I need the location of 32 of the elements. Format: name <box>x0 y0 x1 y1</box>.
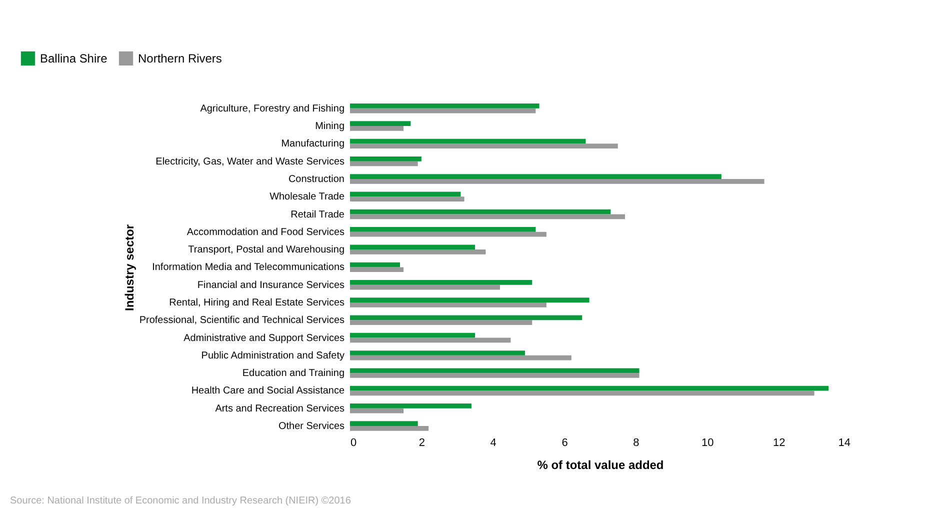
legend-label: Ballina Shire <box>40 51 108 66</box>
y-tick-label: Information Media and Telecommunications <box>152 262 344 274</box>
legend-label: Northern Rivers <box>138 51 222 66</box>
y-tick-label: Construction <box>288 174 344 185</box>
x-axis-title: % of total value added <box>537 458 664 472</box>
x-tick-label: 2 <box>418 436 425 449</box>
x-tick-label: 6 <box>562 436 568 449</box>
x-tick-label: 8 <box>633 436 640 449</box>
y-tick-label: Other Services <box>278 421 345 432</box>
x-tick-label: 4 <box>490 436 496 449</box>
x-tick-label: 10 <box>702 436 714 449</box>
y-tick-label: Retail Trade <box>290 209 345 220</box>
y-tick-label: Wholesale Trade <box>270 192 345 203</box>
y-tick-label: Rental, Hiring and Real Estate Services <box>169 297 344 308</box>
y-tick-label: Manufacturing <box>281 138 344 150</box>
y-axis-title: Industry sector <box>122 224 137 311</box>
y-tick-label: Electricity, Gas, Water and Waste Services <box>156 156 344 168</box>
y-tick-label: Transport, Postal and Warehousing <box>188 244 344 256</box>
y-tick-label: Accommodation and Food Services <box>186 226 344 238</box>
y-tick-label: Administrative and Support Services <box>184 332 345 344</box>
y-tick-label: Mining <box>315 121 344 132</box>
y-tick-label: Professional, Scientific and Technical Services <box>139 315 345 326</box>
y-tick-label: Public Administration and Safety <box>201 350 344 362</box>
source-note: Source: National Institute of Economic and Industry Research (NIEIR) ©2016 <box>10 495 352 506</box>
y-tick-label: Agriculture, Forestry and Fishing <box>200 103 344 114</box>
x-tick-label: 14 <box>838 436 850 449</box>
y-tick-label: Financial and Insurance Services <box>197 280 344 291</box>
x-tick-label: 0 <box>350 436 357 449</box>
x-tick-label: 12 <box>772 436 786 449</box>
y-tick-label: Arts and Recreation Services <box>215 403 344 414</box>
y-tick-label: Education and Training <box>242 368 344 380</box>
y-tick-label: Health Care and Social Assistance <box>191 386 345 397</box>
